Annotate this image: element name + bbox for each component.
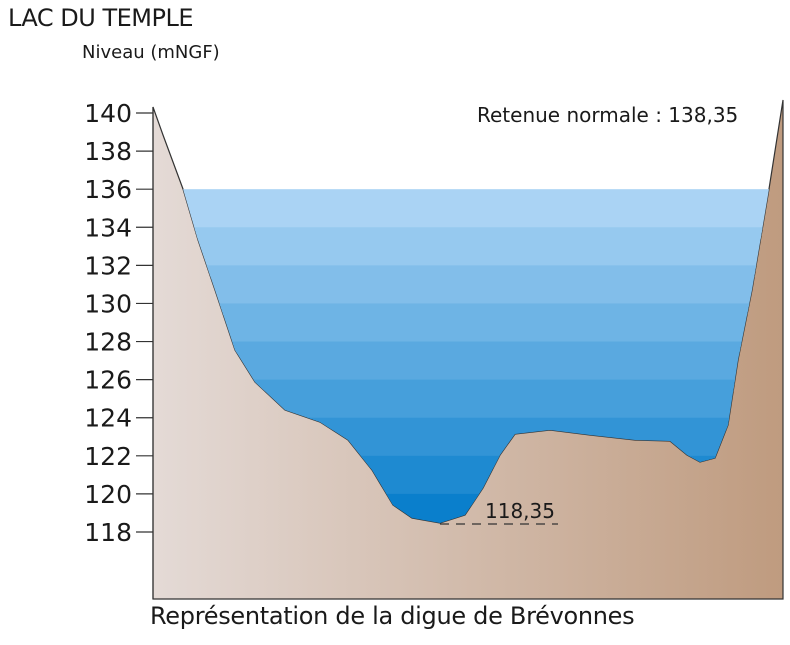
y-tick-label: 122 bbox=[84, 442, 132, 471]
y-tick-label: 138 bbox=[84, 137, 132, 166]
y-tick-label: 132 bbox=[84, 251, 132, 280]
y-tick-label: 124 bbox=[84, 404, 132, 433]
normal-level-label: Retenue normale : 138,35 bbox=[477, 103, 739, 127]
y-tick-label: 128 bbox=[84, 328, 132, 357]
y-tick-label: 130 bbox=[84, 289, 132, 318]
y-tick-label: 136 bbox=[84, 175, 132, 204]
y-axis-ticks: 140 138 136 134 132 130 128 126 124 122 120 118 bbox=[84, 99, 153, 547]
y-tick-label: 126 bbox=[84, 366, 132, 395]
y-tick-label: 134 bbox=[84, 213, 132, 242]
y-tick-label: 120 bbox=[84, 480, 132, 509]
diagram-title: LAC DU TEMPLE bbox=[8, 4, 194, 32]
y-tick-label: 118 bbox=[84, 518, 132, 547]
y-axis-label: Niveau (mNGF) bbox=[82, 42, 220, 63]
bottom-level-label: 118,35 bbox=[485, 499, 555, 523]
diagram-caption: Représentation de la digue de Brévonnes bbox=[150, 602, 635, 630]
y-tick-label: 140 bbox=[84, 99, 132, 128]
